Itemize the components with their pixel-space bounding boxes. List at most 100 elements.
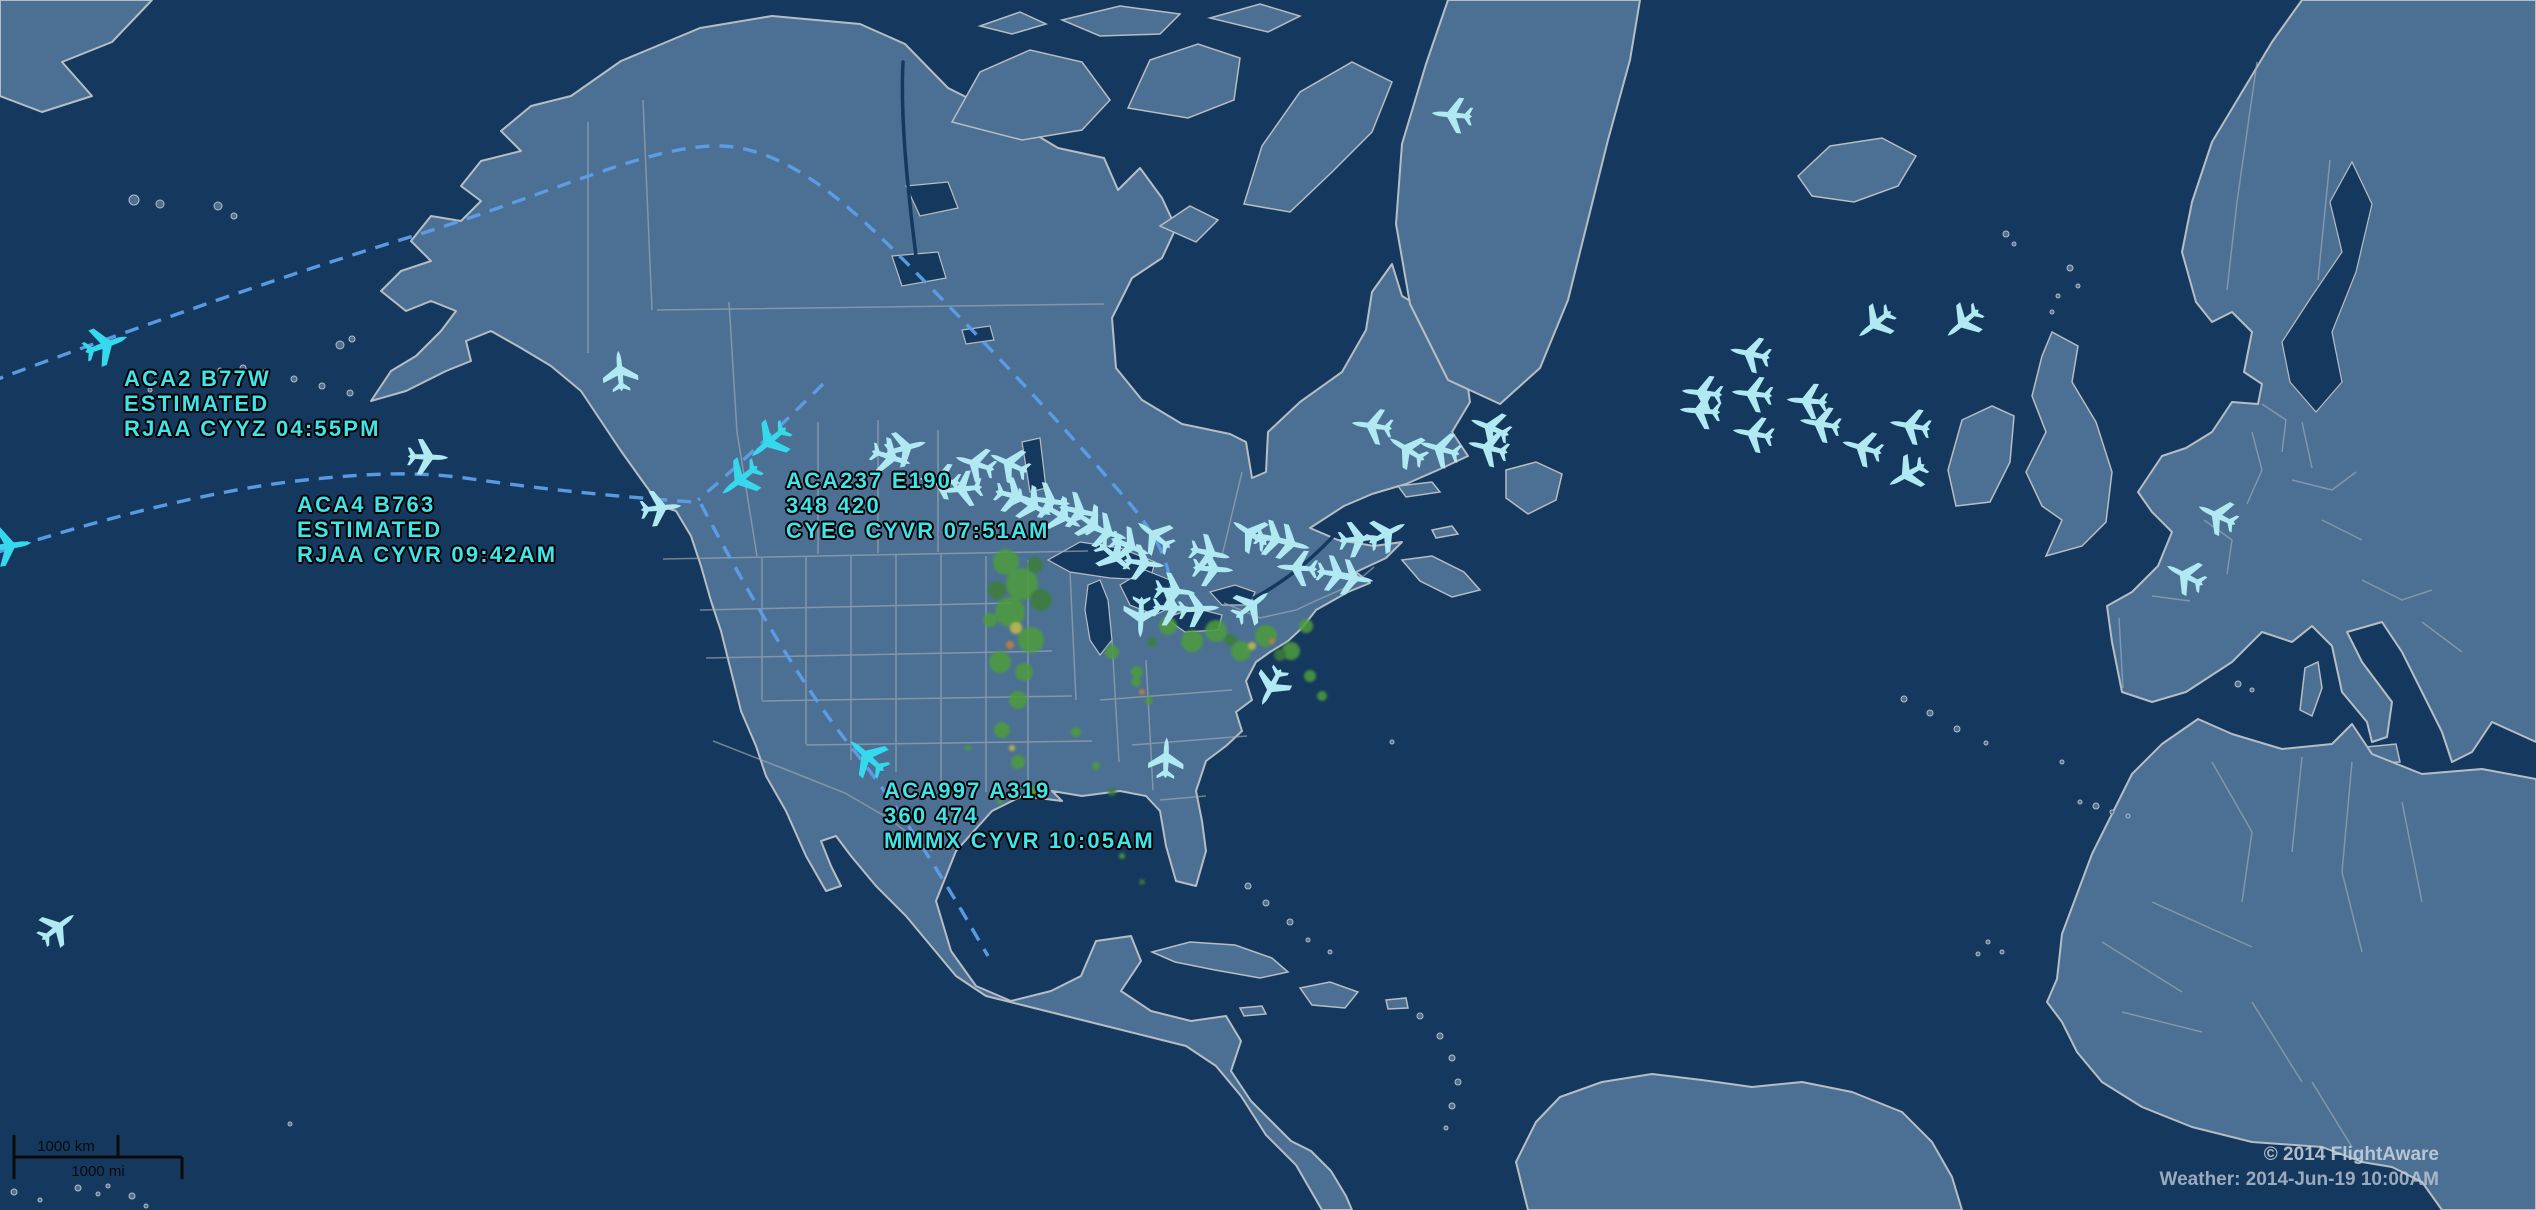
- aircraft-icon[interactable]: [940, 469, 984, 508]
- radar-cell: [994, 722, 1010, 738]
- aircraft-icon[interactable]: [1147, 737, 1185, 779]
- aircraft-icon-selected[interactable]: [0, 524, 34, 569]
- aircraft-icon[interactable]: [1730, 374, 1774, 413]
- radar-cell: [1071, 727, 1081, 737]
- aircraft-icon[interactable]: [1797, 403, 1843, 445]
- radar-cell: [1317, 691, 1327, 701]
- radar-cell: [1147, 637, 1157, 647]
- aircraft-icon[interactable]: [1730, 413, 1776, 455]
- aircraft-icon[interactable]: [1177, 590, 1220, 628]
- landmass-british-isles: [1947, 330, 2113, 558]
- flight-label-line: ACA237 E190: [786, 468, 953, 493]
- radar-cell: [1139, 879, 1145, 885]
- aircraft-icon[interactable]: [1186, 532, 1233, 575]
- radar-cell: [1145, 697, 1153, 705]
- radar-cell: [988, 581, 1006, 599]
- aircraft-icon[interactable]: [1121, 543, 1166, 584]
- aircraft-icon[interactable]: [1380, 424, 1433, 476]
- aircraft-icon-selected[interactable]: [78, 319, 133, 371]
- aircraft-icon[interactable]: [2159, 550, 2212, 600]
- aircraft-icon[interactable]: [639, 488, 683, 527]
- flight-label-ACA4[interactable]: ACA4 B763 ESTIMATED RJAA CYVR 09:42AM: [297, 492, 557, 567]
- radar-cell: [1205, 620, 1227, 642]
- aircraft-icon[interactable]: [1191, 550, 1234, 588]
- aircraft-icon[interactable]: [1680, 373, 1724, 412]
- flight-label-line: ACA2 B77W: [124, 366, 271, 391]
- aircraft-icon[interactable]: [1887, 405, 1933, 447]
- radar-cell: [1105, 645, 1119, 659]
- aircraft-icon[interactable]: [1225, 579, 1279, 632]
- aircraft-icon[interactable]: [1337, 519, 1381, 558]
- radar-cell: [1231, 641, 1251, 661]
- flight-route-ACA4: [0, 472, 695, 554]
- aircraft-icon[interactable]: [1152, 589, 1194, 627]
- aircraft-icon[interactable]: [1881, 449, 1934, 500]
- aircraft-icon[interactable]: [882, 425, 931, 470]
- aircraft-icon[interactable]: [1055, 490, 1102, 533]
- aircraft-icon-selected[interactable]: [740, 412, 799, 471]
- radar-cell: [1108, 788, 1116, 796]
- aircraft-icon[interactable]: [1838, 425, 1887, 470]
- aircraft-icon[interactable]: [1465, 404, 1516, 452]
- aircraft-icon[interactable]: [1223, 507, 1277, 559]
- aircraft-icon[interactable]: [1678, 392, 1722, 430]
- radar-cell: [1092, 762, 1100, 770]
- flight-label-ACA237[interactable]: ACA237 E190 348 420 CYEG CYVR 07:51AM: [786, 468, 1050, 543]
- aircraft-icon[interactable]: [991, 474, 1039, 518]
- aircraft-icon[interactable]: [918, 461, 962, 500]
- radar-cell: [1181, 630, 1203, 652]
- radar-cell: [983, 613, 997, 627]
- flight-route-ACA997: [699, 503, 990, 957]
- aircraft-icon[interactable]: [1246, 660, 1296, 713]
- aircraft-icon[interactable]: [1153, 571, 1197, 610]
- aircraft-icon[interactable]: [2191, 491, 2243, 541]
- radar-cell: [1006, 568, 1038, 600]
- aircraft-icon[interactable]: [1430, 96, 1474, 135]
- aircraft-icon[interactable]: [1330, 558, 1375, 599]
- radar-cell: [1255, 625, 1277, 647]
- aircraft-icon[interactable]: [1726, 332, 1773, 375]
- aircraft-icon[interactable]: [1848, 297, 1902, 350]
- aircraft-icon[interactable]: [1082, 509, 1132, 555]
- aircraft-icon[interactable]: [1266, 521, 1314, 565]
- aircraft-layer: [0, 96, 2243, 954]
- aircraft-icon[interactable]: [1275, 549, 1319, 587]
- weather-timestamp: Weather: 2014-Jun-19 10:00AM: [2159, 1169, 2439, 1190]
- radar-cell: [1119, 853, 1125, 859]
- aircraft-icon[interactable]: [1936, 296, 1990, 349]
- aircraft-icon[interactable]: [983, 439, 1035, 488]
- landmass-caribbean: [1149, 941, 1409, 1017]
- aircraft-icon[interactable]: [31, 901, 85, 954]
- aircraft-icon[interactable]: [1127, 509, 1181, 562]
- aircraft-icon-selected[interactable]: [711, 451, 770, 509]
- aircraft-icon[interactable]: [1464, 426, 1512, 470]
- flight-label-line: ESTIMATED: [297, 517, 443, 542]
- flight-label-ACA2[interactable]: ACA2 B77W ESTIMATED RJAA CYYZ 04:55PM: [124, 366, 381, 441]
- aircraft-icon[interactable]: [1006, 480, 1059, 530]
- island-specks: [10, 194, 2255, 1209]
- flight-label-line: RJAA CYYZ 04:55PM: [124, 416, 381, 441]
- aircraft-icon[interactable]: [1027, 481, 1072, 522]
- flight-label-ACA997[interactable]: ACA997 A319 360 474 MMMX CYVR 10:05AM: [884, 778, 1155, 853]
- scale-km-label: 1000 km: [37, 1138, 95, 1155]
- aircraft-icon[interactable]: [950, 441, 1000, 487]
- aircraft-icon[interactable]: [1360, 508, 1413, 558]
- radar-cell: [1015, 663, 1033, 681]
- flight-label-line: 360 474: [884, 803, 979, 828]
- aircraft-icon[interactable]: [1349, 406, 1394, 447]
- aircraft-icon[interactable]: [601, 349, 640, 393]
- flight-label-line: CYEG CYVR 07:51AM: [786, 518, 1050, 543]
- flight-route-ACA2: [0, 144, 1173, 595]
- aircraft-icon[interactable]: [407, 438, 449, 476]
- radar-cell: [1131, 677, 1141, 687]
- radar-cell: [997, 799, 1003, 805]
- radar-cell: [1006, 641, 1014, 649]
- aircraft-icon-selected[interactable]: [838, 727, 897, 786]
- aircraft-icon[interactable]: [1123, 596, 1160, 638]
- aircraft-icon[interactable]: [1785, 382, 1829, 420]
- aircraft-icon[interactable]: [1416, 426, 1465, 471]
- radar-cell: [1009, 691, 1027, 709]
